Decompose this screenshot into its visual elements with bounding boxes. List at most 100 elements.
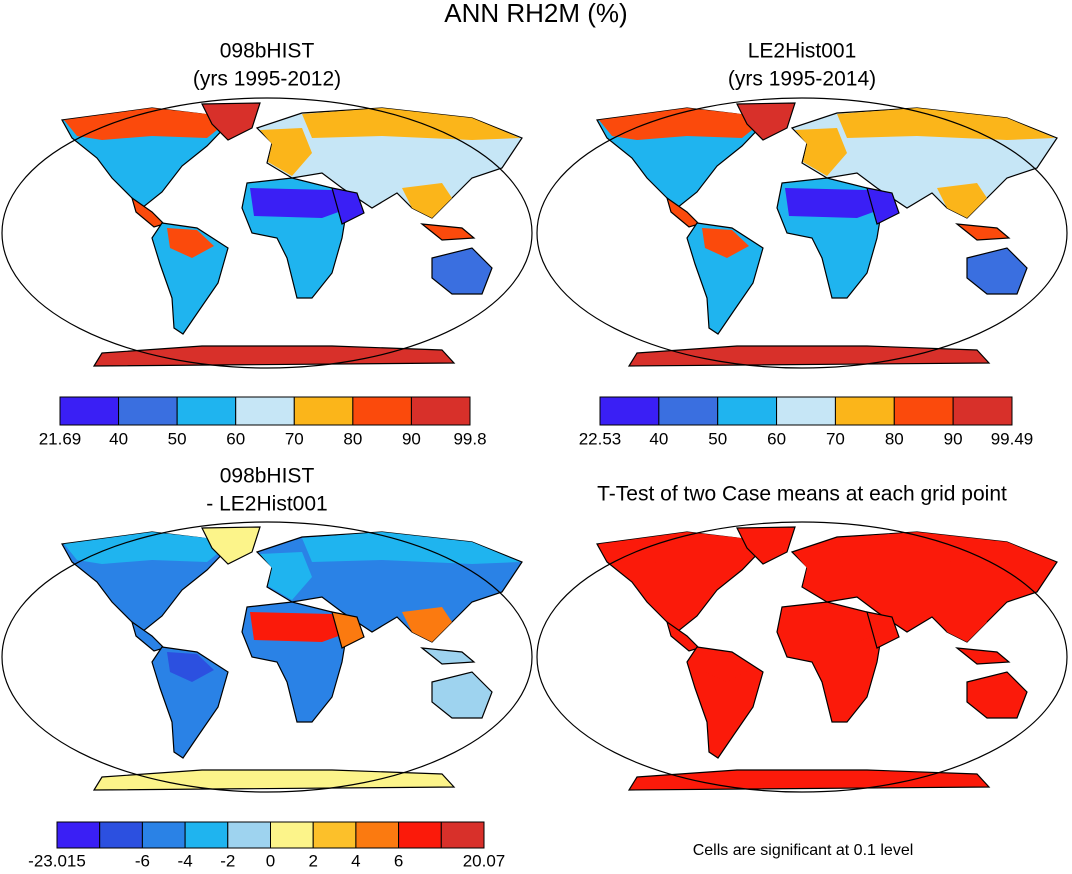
colorbar-label: 4 <box>351 851 360 869</box>
colorbar-label: 40 <box>649 429 668 448</box>
land-region <box>130 196 166 228</box>
colorbar-label: -6 <box>135 851 150 869</box>
colorbar-label: -2 <box>220 851 235 869</box>
colorbar-label: 80 <box>885 429 904 448</box>
land-region <box>64 108 227 140</box>
land-region <box>260 552 312 600</box>
land-region <box>837 532 1055 564</box>
colorbar-label: 90 <box>944 429 963 448</box>
colorbar-box <box>952 396 1013 426</box>
colorbar-box <box>235 396 295 426</box>
land-region <box>302 532 520 564</box>
colorbar-box <box>293 396 354 426</box>
panel-title: LE2Hist001 <box>748 40 857 63</box>
colorbar-box <box>141 821 186 849</box>
colorbar-box <box>59 396 120 426</box>
land-region <box>599 532 762 564</box>
colorbar-box <box>270 821 314 849</box>
colorbar-label: 20.07 <box>463 851 506 869</box>
panel: LE2Hist001 (yrs 1995-2014) 22.53 40 50 60 70 80… <box>536 40 1068 448</box>
colorbar-label: 70 <box>285 429 304 448</box>
colorbar-box <box>834 396 895 426</box>
colorbar-box <box>717 396 778 426</box>
colorbar-label: 6 <box>394 851 403 869</box>
panel-note: Cells are significant at 0.1 level <box>693 842 914 859</box>
panel: T-Test of two Case means at each grid po… <box>536 483 1068 859</box>
land-region <box>686 646 764 759</box>
colorbar-box <box>776 396 836 426</box>
map-border <box>1 521 533 793</box>
map <box>1 97 533 369</box>
land-region <box>955 647 1011 665</box>
colorbar-label: 99.8 <box>453 429 486 448</box>
land-region <box>260 128 312 176</box>
colorbar-label: -4 <box>178 851 193 869</box>
colorbar-label: 90 <box>402 429 421 448</box>
colorbar-box <box>355 821 400 849</box>
land-region <box>331 187 365 225</box>
land-region <box>431 671 493 719</box>
land-region <box>736 526 796 565</box>
panel-title: 098bHIST <box>220 465 315 488</box>
land-region <box>250 612 344 642</box>
land-region <box>966 247 1028 295</box>
land-region <box>201 526 261 565</box>
panel-title: (yrs 1995-2012) <box>193 68 341 91</box>
colorbar-label: 99.49 <box>991 429 1034 448</box>
colorbar-box <box>410 396 471 426</box>
land-region <box>599 108 762 140</box>
land-region <box>702 652 749 682</box>
land-region <box>955 223 1011 241</box>
colorbar-box <box>176 396 237 426</box>
colorbar-label: 0 <box>266 851 275 869</box>
land-region <box>866 187 900 225</box>
colorbar-box <box>352 396 412 426</box>
land-region <box>302 108 520 140</box>
colorbar-label: 2 <box>308 851 317 869</box>
panel-title: T-Test of two Case means at each grid po… <box>597 483 1007 506</box>
land-region <box>167 652 214 682</box>
land-region <box>250 188 344 218</box>
colorbar-label: 60 <box>226 429 245 448</box>
land-region <box>937 607 987 642</box>
colorbar-box <box>599 396 660 426</box>
land-region <box>702 228 749 258</box>
figure-title: ANN RH2M (%) <box>444 0 627 28</box>
colorbar-box <box>118 396 178 426</box>
colorbar-box <box>184 821 229 849</box>
land-region <box>64 532 227 564</box>
colorbar-box <box>893 396 954 426</box>
land-region <box>795 128 847 176</box>
land-region <box>151 222 229 335</box>
map-border <box>1 97 533 369</box>
panel: 098bHIST - LE2Hist001 -23.015 -6 -4 -2 0 2 4 6 20.… <box>1 465 533 870</box>
colorbar-box <box>227 821 272 849</box>
land-region <box>966 671 1028 719</box>
land-region <box>402 607 452 642</box>
colorbar-box <box>56 821 101 849</box>
land-region <box>837 108 1055 140</box>
colorbar-label: 70 <box>826 429 845 448</box>
colorbar-label: 80 <box>343 429 362 448</box>
panel-title: (yrs 1995-2014) <box>728 68 876 91</box>
land-region <box>331 611 365 649</box>
panel-title: 098bHIST <box>220 40 315 63</box>
land-region <box>785 188 879 218</box>
colorbar-label: -23.015 <box>28 851 86 869</box>
colorbar-label: 50 <box>708 429 727 448</box>
panel-title: - LE2Hist001 <box>206 493 327 516</box>
land-region <box>686 222 764 335</box>
land-region <box>167 228 214 258</box>
colorbar-box <box>312 821 357 849</box>
land-region <box>736 102 796 141</box>
land-region <box>665 196 701 228</box>
land-region <box>201 102 261 141</box>
colorbar-box <box>440 821 485 849</box>
land-region <box>665 620 701 652</box>
land-region <box>130 620 166 652</box>
land-region <box>785 612 879 642</box>
land-region <box>420 647 476 665</box>
colorbar-label: 60 <box>767 429 786 448</box>
map-border <box>536 521 1068 793</box>
